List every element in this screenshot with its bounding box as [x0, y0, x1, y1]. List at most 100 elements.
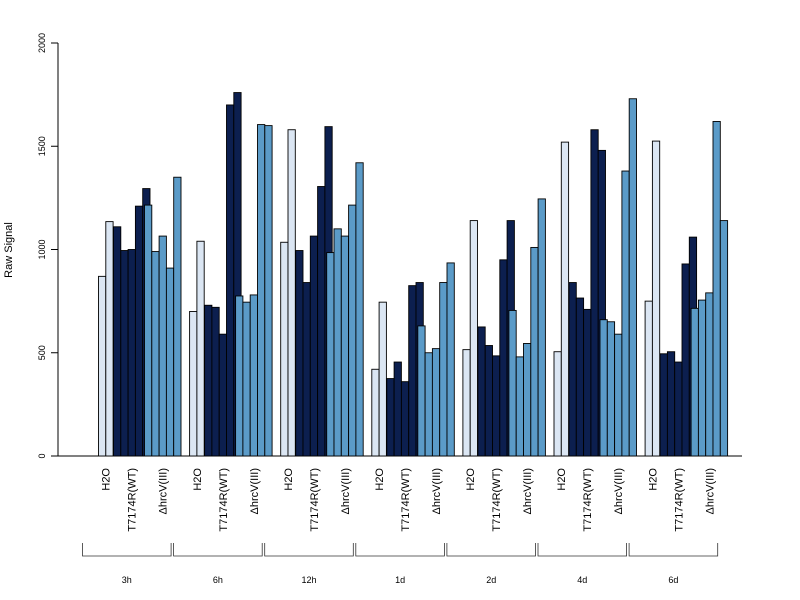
group-tick-label: H2O [283, 468, 295, 491]
bar [235, 295, 244, 457]
y-axis: 0 500 1000 1500 2000 [37, 33, 59, 459]
timepoint-bracket [82, 543, 172, 557]
bar [218, 333, 227, 457]
bar [371, 368, 380, 457]
bar [309, 235, 319, 457]
bar [424, 352, 433, 457]
bars [98, 92, 729, 457]
timepoint-label: 4d [577, 575, 587, 585]
bar [378, 301, 387, 457]
bar [257, 124, 266, 457]
bar [196, 240, 205, 457]
group-tick-label: H2O [192, 468, 204, 491]
timepoint-brackets: 3h 6h 12h 1d 2d 4d 6d [82, 543, 719, 585]
bar [666, 351, 676, 457]
bar [681, 263, 690, 457]
bar [644, 300, 653, 457]
bar [98, 275, 107, 457]
bar [499, 259, 508, 457]
bar [469, 220, 478, 457]
bar [614, 333, 623, 457]
bar [158, 235, 167, 457]
bar [583, 308, 592, 457]
bar [621, 170, 630, 457]
bar [134, 205, 144, 457]
timepoint-label: 3h [122, 575, 132, 585]
group-tick-label: T7174R(WT) [673, 468, 685, 532]
bar [173, 176, 182, 457]
bar [530, 246, 539, 457]
bar [628, 98, 637, 457]
group-tick-label: H2O [101, 468, 113, 491]
group-tick-label: T7174R(WT) [309, 468, 321, 532]
group-tick-label: ΔhrcV(III) [158, 468, 170, 514]
bar [393, 361, 402, 457]
y-tick-label: 1000 [37, 239, 47, 259]
group-tick-label: H2O [647, 468, 659, 491]
bar [697, 299, 707, 457]
timepoint-bracket [355, 543, 445, 557]
bar [165, 267, 175, 457]
bar [317, 186, 326, 457]
bar [211, 306, 220, 457]
bar [568, 282, 577, 457]
group-tick-labels: H2O T7174R(WT) ΔhrcV(III) H2O T7174R(WT) Δhrc… [101, 468, 717, 532]
bar [431, 348, 441, 457]
bar [144, 204, 153, 457]
bar [249, 294, 258, 457]
bar [408, 285, 417, 457]
bar [386, 378, 395, 457]
bar [477, 326, 486, 457]
bar [340, 235, 350, 457]
timepoint-label: 1d [395, 575, 405, 585]
group-tick-label: H2O [465, 468, 477, 491]
bar [659, 353, 668, 457]
bar [439, 282, 448, 457]
bar [484, 345, 493, 457]
group-tick-label: ΔhrcV(III) [613, 468, 625, 514]
timepoint-bracket [264, 543, 354, 557]
timepoint-bracket [537, 543, 627, 557]
group-tick-label: T7174R(WT) [582, 468, 594, 532]
bar [151, 251, 160, 457]
bar [651, 140, 661, 457]
bar [226, 104, 235, 457]
bar [355, 162, 364, 457]
group-tick-label: ΔhrcV(III) [249, 468, 261, 514]
bar [523, 343, 532, 457]
y-tick-label: 500 [37, 345, 47, 360]
bar [446, 262, 455, 457]
bar [120, 250, 129, 457]
bar [280, 241, 289, 457]
group-tick-label: T7174R(WT) [127, 468, 139, 532]
timepoint-label: 2d [486, 575, 496, 585]
bar [719, 220, 729, 457]
y-tick-label: 1500 [37, 136, 47, 156]
bar [462, 349, 471, 457]
group-tick-label: ΔhrcV(III) [340, 468, 352, 514]
bar [113, 226, 122, 457]
y-tick-label: 0 [37, 453, 47, 458]
group-tick-label: T7174R(WT) [218, 468, 230, 532]
bar [705, 292, 714, 457]
group-tick-label: T7174R(WT) [491, 468, 503, 532]
bar [417, 325, 426, 457]
bar [674, 361, 683, 457]
bar [105, 221, 114, 457]
bar [348, 204, 357, 457]
timepoint-bracket [446, 543, 536, 557]
bar [492, 355, 501, 457]
bar [537, 198, 546, 457]
timepoint-label: 6h [213, 575, 223, 585]
bar [127, 249, 136, 457]
timepoint-label: 6d [668, 575, 678, 585]
bar [302, 282, 311, 457]
bar [590, 129, 599, 457]
bar [242, 301, 251, 457]
bar [287, 129, 296, 457]
bar [515, 356, 524, 457]
timepoint-bracket [628, 543, 719, 557]
bar [400, 381, 410, 457]
bar [606, 321, 616, 457]
